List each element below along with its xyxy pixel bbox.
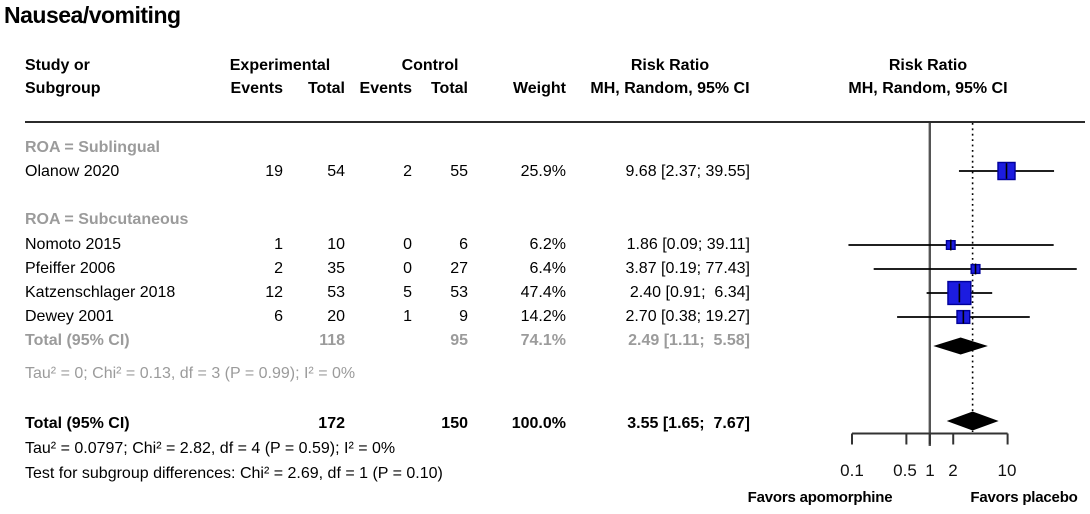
- header-events-ctrl: Events: [359, 80, 412, 97]
- header-risk-ratio-plot: Risk Ratio: [888, 57, 968, 74]
- subgroup-total-row: Total (95% CI) 118 95 74.1% 2.49 [1.11; …: [25, 332, 750, 349]
- table-row: Olanow 2020 19 54 2 55 25.9% 9.68 [2.37;…: [0, 161, 790, 183]
- header-control: Control: [401, 57, 459, 74]
- study-name: Nomoto 2015: [25, 236, 122, 253]
- table-row: Katzenschlager 2018 12 53 5 53 47.4% 2.4…: [0, 282, 790, 304]
- table-row: Dewey 2001 6 20 1 9 14.2% 2.70 [0.38; 19…: [0, 306, 790, 328]
- subgroup-summary-diamond: [933, 337, 988, 355]
- header-total-exp: Total: [307, 80, 345, 97]
- subgroup-header-subcutaneous: ROA = Subcutaneous: [25, 211, 189, 228]
- study-name: Katzenschlager 2018: [25, 284, 176, 301]
- table-row: Nomoto 2015 1 10 0 6 6.2% 1.86 [0.09; 39…: [0, 234, 790, 256]
- header-subgroup: Subgroup: [25, 80, 101, 97]
- table-header-line2: Subgroup Events Total Events Total Weigh…: [0, 78, 1008, 100]
- overall-heterogeneity: Tau² = 0.0797; Chi² = 2.82, df = 4 (P = …: [25, 440, 396, 457]
- axis-tick-label: 0.5: [893, 461, 917, 480]
- header-rule: [25, 121, 1085, 123]
- favors-right-label: Favors placebo: [970, 489, 1078, 506]
- header-mh-random-plot: MH, Random, 95% CI: [848, 80, 1008, 97]
- study-name: Pfeiffer 2006: [25, 260, 116, 277]
- page-title: Nausea/vomiting: [4, 2, 181, 28]
- favors-left-label: Favors apomorphine: [747, 489, 893, 506]
- axis-tick-label: 10: [997, 461, 1017, 480]
- study-name: Dewey 2001: [25, 308, 114, 325]
- header-risk-ratio-text: Risk Ratio: [630, 57, 710, 74]
- axis-tick-label: 0.1: [840, 461, 864, 480]
- header-weight: Weight: [512, 80, 566, 97]
- subgroup-difference-test: Test for subgroup differences: Chi² = 2.…: [25, 465, 443, 482]
- subgroup-header-sublingual: ROA = Sublingual: [25, 139, 160, 156]
- overall-total-row: Total (95% CI) 172 150 100.0% 3.55 [1.65…: [25, 415, 750, 432]
- header-events-exp: Events: [230, 80, 283, 97]
- overall-summary-diamond: [946, 411, 999, 431]
- header-study-1: Study or: [25, 57, 90, 74]
- table-header-line1: Study or Experimental Control Risk Ratio…: [0, 55, 967, 77]
- axis-tick-label: 1: [925, 461, 935, 480]
- axis-tick-label: 2: [948, 461, 958, 480]
- study-name: Olanow 2020: [25, 163, 120, 180]
- subgroup-heterogeneity: Tau² = 0; Chi² = 0.13, df = 3 (P = 0.99)…: [25, 365, 356, 382]
- header-experimental: Experimental: [229, 57, 331, 74]
- table-row: Pfeiffer 2006 2 35 0 27 6.4% 3.87 [0.19;…: [0, 258, 790, 280]
- header-mh-random-text: MH, Random, 95% CI: [590, 80, 750, 97]
- header-total-ctrl: Total: [430, 80, 468, 97]
